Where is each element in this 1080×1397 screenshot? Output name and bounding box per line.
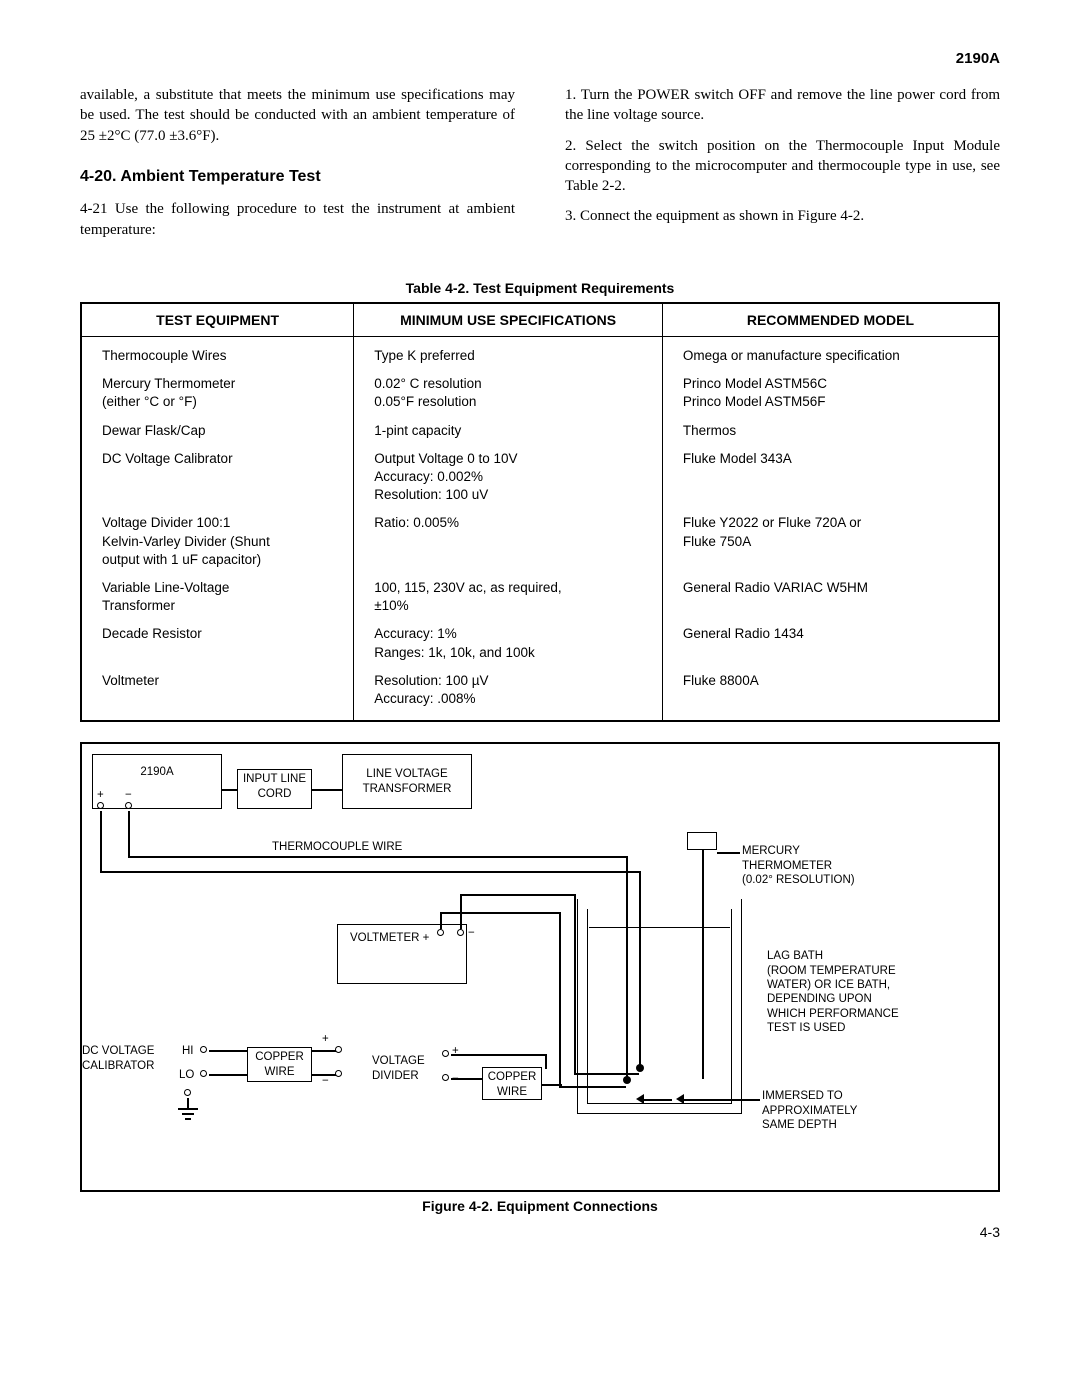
table-cell: 1-pint capacity: [354, 417, 663, 445]
plus-label: +: [322, 1032, 329, 1046]
box-line-voltage-transformer: LINE VOLTAGETRANSFORMER: [342, 754, 472, 809]
table-cell: Thermos: [662, 417, 999, 445]
terminal-icon: [335, 1046, 342, 1053]
terminal-icon: [335, 1070, 342, 1077]
text-columns: available, a substitute that meets the m…: [80, 85, 1000, 250]
table-cell: Princo Model ASTM56CPrinco Model ASTM56F: [662, 370, 999, 416]
document-id: 2190A: [80, 50, 1000, 67]
table-cell: Voltmeter: [81, 667, 354, 721]
minus-label: −: [468, 926, 475, 940]
arrowhead-icon: [676, 1094, 684, 1104]
box-2190a: 2190A: [92, 754, 222, 809]
figure-diagram: 2190A + − INPUT LINECORD LINE VOLTAGETRA…: [80, 742, 1000, 1192]
table-row: DC Voltage CalibratorOutput Voltage 0 to…: [81, 445, 999, 510]
terminal-icon: [184, 1089, 191, 1096]
intro-paragraph: available, a substitute that meets the m…: [80, 85, 515, 146]
table-cell: Accuracy: 1%Ranges: 1k, 10k, and 100k: [354, 620, 663, 666]
table-cell: Ratio: 0.005%: [354, 509, 663, 574]
voltmeter-label: VOLTMETER +: [350, 932, 429, 944]
table-cell: Mercury Thermometer(either °C or °F): [81, 370, 354, 416]
plus-label: +: [452, 1044, 459, 1058]
table-row: Decade ResistorAccuracy: 1%Ranges: 1k, 1…: [81, 620, 999, 666]
step-1: 1. Turn the POWER switch OFF and remove …: [565, 85, 1000, 126]
hi-label: HI: [182, 1044, 194, 1058]
table-cell: General Radio VARIAC W5HM: [662, 574, 999, 620]
table-cell: Omega or manufacture specification: [662, 336, 999, 370]
box-input-line-cord: INPUT LINECORD: [237, 769, 312, 809]
table-cell: Fluke Y2022 or Fluke 720A orFluke 750A: [662, 509, 999, 574]
terminal-icon: [442, 1050, 449, 1057]
table-cell: 100, 115, 230V ac, as required,±10%: [354, 574, 663, 620]
dc-voltage-calibrator-label: DC VOLTAGECALIBRATOR: [82, 1044, 177, 1073]
immersed-label: IMMERSED TOAPPROXIMATELYSAME DEPTH: [762, 1089, 912, 1132]
table-caption: Table 4-2. Test Equipment Requirements: [80, 280, 1000, 296]
table-cell: General Radio 1434: [662, 620, 999, 666]
table-row: Variable Line-VoltageTransformer100, 115…: [81, 574, 999, 620]
table-cell: Output Voltage 0 to 10VAccuracy: 0.002%R…: [354, 445, 663, 510]
table-header-row: TEST EQUIPMENT MINIMUM USE SPECIFICATION…: [81, 303, 999, 337]
table-row: Thermocouple WiresType K preferredOmega …: [81, 336, 999, 370]
line-voltage-label: LINE VOLTAGETRANSFORMER: [349, 759, 465, 796]
table-cell: Fluke 8800A: [662, 667, 999, 721]
table-cell: Type K preferred: [354, 336, 663, 370]
table-cell: Dewar Flask/Cap: [81, 417, 354, 445]
table-row: VoltmeterResolution: 100 µVAccuracy: .00…: [81, 667, 999, 721]
left-column: available, a substitute that meets the m…: [80, 85, 515, 250]
lo-label: LO: [179, 1068, 194, 1082]
minus-label: −: [322, 1074, 329, 1088]
terminal-icon: [442, 1074, 449, 1081]
table-cell: Resolution: 100 µVAccuracy: .008%: [354, 667, 663, 721]
right-column: 1. Turn the POWER switch OFF and remove …: [565, 85, 1000, 250]
procedure-intro: 4-21 Use the following procedure to test…: [80, 199, 515, 240]
page-number: 4-3: [80, 1224, 1000, 1240]
col-header: TEST EQUIPMENT: [81, 303, 354, 337]
table-cell: Thermocouple Wires: [81, 336, 354, 370]
terminal-icon: [200, 1070, 207, 1077]
table-cell: DC Voltage Calibrator: [81, 445, 354, 510]
step-2: 2. Select the switch position on the The…: [565, 136, 1000, 197]
box-voltmeter: VOLTMETER +: [337, 924, 467, 984]
mercury-thermometer-label: MERCURYTHERMOMETER(0.02° RESOLUTION): [742, 844, 902, 887]
col-header: MINIMUM USE SPECIFICATIONS: [354, 303, 663, 337]
arrowhead-icon: [636, 1094, 644, 1104]
table-row: Dewar Flask/Cap1-pint capacityThermos: [81, 417, 999, 445]
thermometer-top-icon: [687, 832, 717, 850]
table-cell: Fluke Model 343A: [662, 445, 999, 510]
lag-bath-label: LAG BATH(ROOM TEMPERATUREWATER) OR ICE B…: [767, 949, 957, 1035]
section-heading: 4-20. Ambient Temperature Test: [80, 166, 515, 188]
table-cell: Variable Line-VoltageTransformer: [81, 574, 354, 620]
box-2190a-label: 2190A: [99, 759, 215, 779]
table-cell: 0.02° C resolution0.05°F resolution: [354, 370, 663, 416]
figure-caption: Figure 4-2. Equipment Connections: [80, 1198, 1000, 1214]
table-cell: Decade Resistor: [81, 620, 354, 666]
equipment-table: TEST EQUIPMENT MINIMUM USE SPECIFICATION…: [80, 302, 1000, 723]
step-3: 3. Connect the equipment as shown in Fig…: [565, 206, 1000, 226]
table-row: Mercury Thermometer(either °C or °F)0.02…: [81, 370, 999, 416]
copper-wire-label: COPPERWIRE: [247, 1047, 312, 1082]
plus-label: +: [97, 788, 104, 802]
table-cell: Voltage Divider 100:1Kelvin-Varley Divid…: [81, 509, 354, 574]
table-row: Voltage Divider 100:1Kelvin-Varley Divid…: [81, 509, 999, 574]
copper-wire-label: COPPERWIRE: [482, 1067, 542, 1100]
minus-label: −: [125, 788, 132, 802]
terminal-icon: [200, 1046, 207, 1053]
thermocouple-wire-label: THERMOCOUPLE WIRE: [272, 840, 402, 854]
lag-bath-inner: [587, 909, 732, 1104]
voltage-divider-label: VOLTAGEDIVIDER: [372, 1054, 442, 1083]
col-header: RECOMMENDED MODEL: [662, 303, 999, 337]
